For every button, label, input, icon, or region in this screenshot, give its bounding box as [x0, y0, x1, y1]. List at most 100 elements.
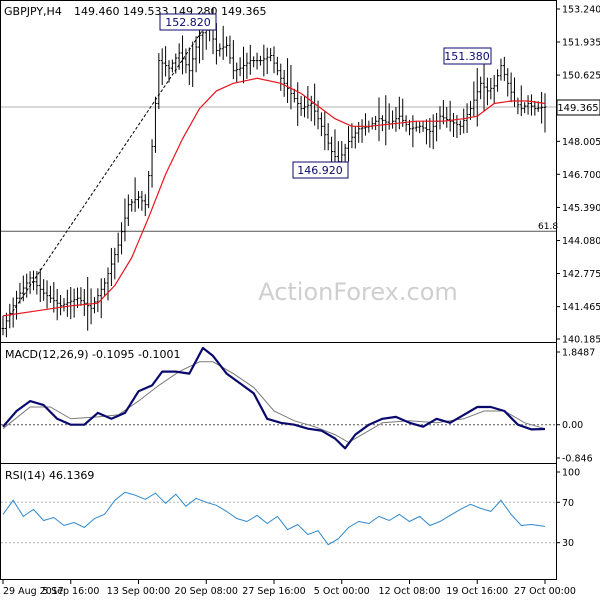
price-bar [540, 91, 544, 124]
price-bar [42, 279, 46, 301]
price-bar [174, 53, 178, 74]
price-bar [62, 298, 66, 312]
price-bar [28, 271, 32, 294]
price-bar [11, 297, 15, 328]
price-bar [150, 139, 154, 188]
x-axis-tick-label: 19 Oct 16:00 [446, 586, 508, 597]
price-bar [394, 107, 398, 132]
price-bar [452, 112, 455, 137]
price-bar [252, 56, 256, 68]
price-bar [530, 94, 533, 116]
price-bar [404, 115, 408, 132]
price-bar [103, 278, 107, 296]
price-bar [448, 100, 452, 132]
price-bar [265, 47, 269, 75]
price-bar [154, 96, 157, 153]
x-axis-tick-label: 27 Sep 16:00 [242, 586, 305, 597]
price-bar [35, 271, 39, 295]
price-bar [110, 247, 113, 287]
price-bar [472, 81, 476, 117]
price-bar [509, 72, 513, 103]
annotation-high: 152.820 [159, 13, 217, 31]
price-bar [296, 82, 300, 126]
price-bar [79, 287, 83, 306]
price-bar [499, 58, 503, 81]
price-bar [242, 46, 245, 84]
price-bar [272, 46, 276, 74]
price-bar [479, 76, 483, 100]
x-axis-tick-label: 29 Aug 2017 [3, 586, 64, 597]
x-axis-tick-label: 27 Oct 00:00 [514, 586, 576, 597]
rsi-axis-tick-label: 70 [562, 498, 574, 509]
price-bar [8, 303, 12, 329]
price-bar [96, 288, 100, 313]
price-bar [384, 95, 388, 146]
x-axis-tick-label: 5 Oct 00:00 [314, 586, 370, 597]
macd-axis-tick-label: 0.00 [562, 420, 583, 431]
price-bar [526, 95, 530, 115]
price-bar [486, 77, 489, 106]
x-axis-tick-label: 20 Sep 08:00 [175, 586, 238, 597]
price-bar [360, 119, 364, 143]
price-bar [255, 52, 259, 70]
price-bar [489, 77, 493, 100]
price-bar [123, 198, 127, 242]
price-bar [306, 86, 310, 119]
price-bar [414, 121, 418, 132]
moving-average-line [2, 77, 546, 317]
price-bar [228, 35, 232, 64]
price-bar [326, 123, 330, 151]
price-bar [445, 107, 449, 128]
price-bar [292, 88, 296, 103]
price-bar [4, 312, 8, 338]
x-axis-tick-label: 13 Sep 00:00 [107, 586, 170, 597]
price-bar [140, 190, 144, 211]
current-price-text: 149.365 [557, 103, 598, 114]
price-bar [225, 36, 228, 57]
price-bar [492, 75, 496, 104]
macd-axis-tick-label: -0.846 [562, 454, 593, 465]
price-bar [164, 46, 167, 77]
price-bar [160, 48, 164, 86]
price-bar [147, 170, 151, 208]
rsi-line [2, 491, 546, 546]
watermark: ActionForex.com [258, 278, 458, 306]
price-axis-tick-label: 148.005 [562, 137, 600, 148]
price-bar [381, 115, 384, 132]
rsi-label: RSI(14) 46.1369 [5, 469, 94, 482]
fib-level-label: 61.8 [538, 222, 558, 232]
price-axis-tick-label: 145.390 [562, 203, 600, 214]
price-bar [428, 118, 432, 148]
price-bar [425, 119, 428, 145]
trendline [9, 19, 211, 317]
current-price-tag: 149.365 [556, 99, 600, 116]
rsi-axis-tick-label: 30 [562, 538, 574, 549]
price-bar [89, 288, 93, 325]
price-bar [187, 47, 191, 85]
macd-line [2, 346, 546, 450]
price-bar [282, 69, 286, 97]
annotation-recent-high: 151.380 [443, 47, 492, 65]
chart-ohlc-header: 149.460 149.533 149.280 149.365 [74, 5, 266, 18]
price-bar [441, 100, 445, 125]
price-bar [170, 59, 174, 73]
price-bar [347, 126, 350, 162]
price-bar [343, 143, 347, 163]
price-bar [482, 62, 486, 112]
price-bar [357, 121, 361, 143]
macd-label: MACD(12,26,9) -0.1095 -0.1001 [5, 348, 180, 361]
price-bar [286, 58, 289, 103]
x-axis-tick-label: 5 Sep 16:00 [42, 586, 99, 597]
price-bar [15, 290, 18, 320]
price-bar [25, 273, 29, 298]
price-bar [194, 36, 198, 73]
price-bar [82, 288, 86, 316]
price-bar [18, 282, 22, 304]
price-axis-tick-label: 150.625 [562, 71, 600, 82]
price-bar [350, 123, 354, 149]
price-axis-tick-label: 153.240 [562, 5, 600, 16]
price-bar [269, 48, 273, 62]
price-bar [231, 40, 235, 80]
